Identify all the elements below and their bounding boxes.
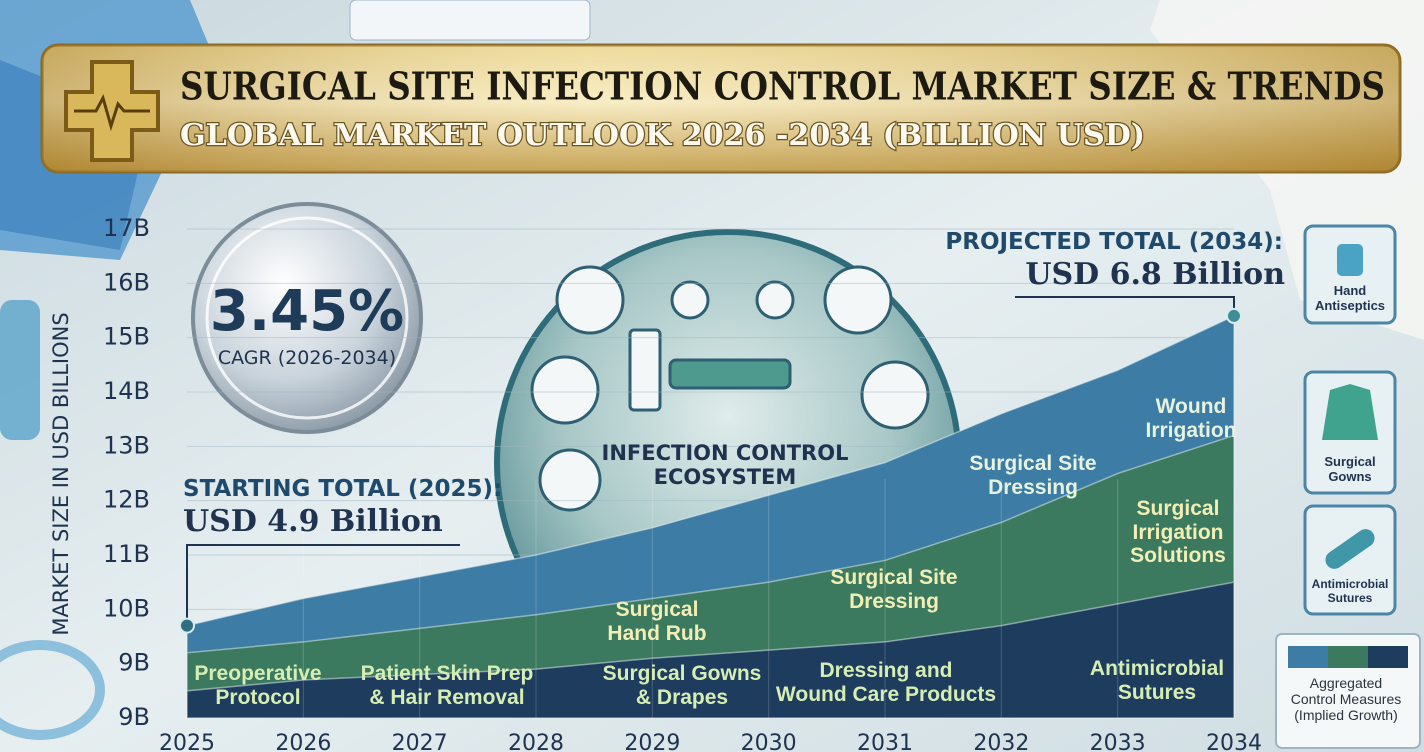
- endpoint-marker: [1226, 307, 1242, 324]
- annotation: STARTING TOTAL (2025):: [183, 476, 503, 502]
- x-tick-label: 2030: [741, 731, 797, 752]
- annotation: Patient Skin Prep & Hair Removal: [360, 662, 534, 709]
- annotation: Aggregated Control Measures (Implied Gro…: [1290, 675, 1402, 723]
- annotation: CAGR (2026-2034): [217, 347, 397, 369]
- y-axis-label: MARKET SIZE IN USD BILLIONS: [49, 312, 73, 635]
- annotation: USD 4.9 Billion: [183, 504, 443, 539]
- chart-subtitle: GLOBAL MARKET OUTLOOK 2026 -2034 (BILLIO…: [180, 118, 1145, 153]
- y-tick-label: 16B: [103, 268, 150, 296]
- y-tick-label: 10B: [103, 594, 150, 622]
- annotation: 3.45%: [209, 279, 405, 344]
- x-tick-label: 2027: [392, 731, 448, 752]
- x-tick-label: 2034: [1206, 731, 1262, 752]
- endpoint-marker: [179, 617, 195, 634]
- ecosystem-icons: [530, 265, 930, 512]
- area: [186, 581, 1235, 719]
- y-tick-label: 9B: [118, 703, 150, 731]
- y-tick-label: 13B: [103, 431, 150, 459]
- leader-line: [186, 544, 460, 626]
- y-tick-label: 11B: [103, 540, 150, 568]
- y-tick-label: 15B: [103, 323, 150, 351]
- cagr-medallion: [191, 202, 423, 434]
- annotation: Antimicrobial Sutures: [1089, 657, 1225, 704]
- annotation: Surgical Irrigation Solutions: [1130, 497, 1226, 568]
- annotation: Surgical Hand Rub: [607, 598, 707, 645]
- annotation: INFECTION CONTROL ECOSYSTEM: [601, 441, 849, 489]
- legend-swatch: [1328, 646, 1368, 668]
- annotation: Preoperative Protocol: [194, 662, 322, 709]
- annotation: Wound Irrigation: [1145, 395, 1237, 442]
- legend-swatch: [1288, 646, 1328, 668]
- annotation: Hand Antiseptics: [1314, 283, 1386, 313]
- decor-box: [349, 0, 591, 41]
- x-tick-label: 2029: [624, 731, 680, 752]
- annotation: USD 6.8 Billion: [1025, 257, 1285, 292]
- title-icon: [64, 60, 160, 162]
- annotation: Surgical Site Dressing: [830, 566, 958, 613]
- x-tick-label: 2025: [159, 731, 215, 752]
- decor-bottle: [0, 300, 40, 440]
- annotation: Surgical Site Dressing: [969, 452, 1097, 499]
- annotation: Antimicrobial Sutures: [1311, 577, 1389, 605]
- x-tick-label: 2028: [508, 731, 564, 752]
- sidebar-icons: [1322, 244, 1378, 569]
- annotation: Dressing and Wound Care Products: [775, 659, 997, 706]
- x-tick-label: 2033: [1090, 731, 1146, 752]
- x-tick-label: 2031: [857, 731, 913, 752]
- legend-swatch: [1368, 646, 1408, 668]
- y-tick-label: 17B: [103, 214, 150, 242]
- annotation: Surgical Gowns & Drapes: [602, 662, 762, 709]
- y-tick-label: 14B: [103, 377, 150, 405]
- y-tick-label: 12B: [103, 486, 150, 514]
- annotation: Surgical Gowns: [1324, 454, 1376, 484]
- chart-title: SURGICAL SITE INFECTION CONTROL MARKET S…: [180, 64, 1385, 109]
- y-tick-label: 9B: [118, 649, 150, 677]
- annotation: PROJECTED TOTAL (2034):: [945, 229, 1283, 255]
- x-tick-label: 2026: [275, 731, 331, 752]
- decor-tube: [0, 640, 105, 740]
- banner-sheen: [42, 45, 1400, 172]
- cagr-ring: [205, 216, 409, 420]
- x-tick-label: 2032: [973, 731, 1029, 752]
- title-icon-pulse: [74, 94, 150, 132]
